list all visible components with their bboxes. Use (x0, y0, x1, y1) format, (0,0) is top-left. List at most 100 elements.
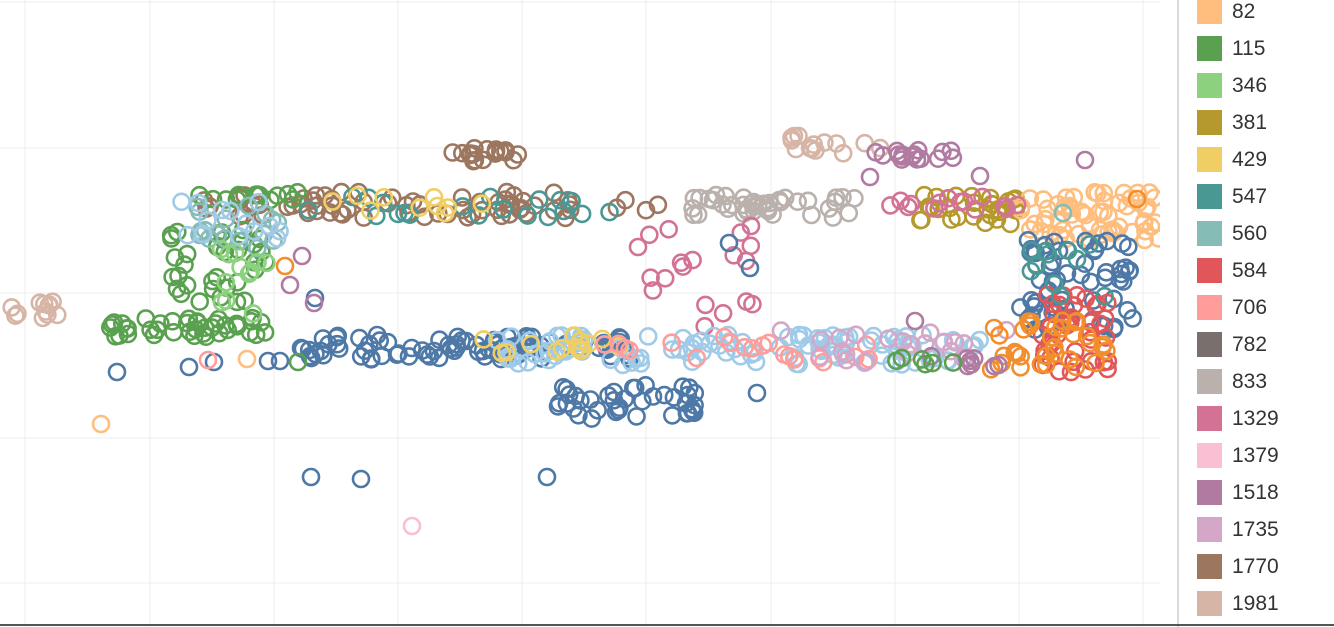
data-point (235, 291, 254, 311)
data-point (221, 201, 240, 221)
data-point (997, 199, 1016, 219)
data-point (438, 198, 458, 217)
legend-item[interactable]: 82 (1197, 0, 1255, 30)
data-point (683, 250, 702, 270)
legend-item[interactable]: 115 (1197, 30, 1265, 67)
data-point (980, 188, 1000, 208)
legend-item[interactable]: 706 (1197, 289, 1267, 326)
legend-item[interactable]: 381 (1197, 104, 1267, 141)
data-point (855, 133, 875, 153)
legend-label: 381 (1232, 110, 1268, 134)
legend-swatch (1197, 517, 1222, 542)
data-point (291, 338, 311, 358)
legend-label: 429 (1232, 147, 1268, 171)
legend-item[interactable]: 1329 (1197, 400, 1279, 437)
data-point (1053, 311, 1072, 331)
data-point (497, 342, 516, 362)
legend-item[interactable]: 584 (1197, 252, 1267, 289)
data-point (428, 196, 447, 216)
data-point (535, 344, 555, 363)
data-point (292, 246, 312, 266)
data-point (1021, 261, 1041, 281)
data-point (735, 337, 755, 357)
data-point (923, 353, 942, 373)
legend-item[interactable]: 560 (1197, 215, 1267, 252)
data-point (550, 190, 570, 210)
data-point (771, 192, 790, 212)
data-point (1086, 353, 1105, 373)
legend-swatch (1197, 0, 1222, 24)
data-point (938, 189, 958, 208)
legend-swatch (1197, 73, 1222, 98)
data-point (901, 194, 921, 214)
data-point (960, 351, 980, 371)
data-point (538, 207, 558, 227)
data-point (636, 200, 656, 220)
data-point (458, 208, 478, 227)
data-point (275, 256, 295, 276)
legend-item[interactable]: 429 (1197, 141, 1267, 178)
data-point (554, 201, 574, 221)
data-point (1036, 241, 1055, 261)
data-point (930, 193, 949, 213)
data-point (628, 237, 648, 257)
legend-item[interactable]: 1518 (1197, 474, 1279, 511)
legend-item[interactable]: 1379 (1197, 437, 1279, 474)
data-point (638, 327, 658, 346)
data-point (1058, 241, 1078, 260)
legend-item[interactable]: 547 (1197, 178, 1267, 215)
legend-item[interactable]: 1770 (1197, 548, 1279, 585)
data-point (288, 352, 308, 372)
scatter-plot (0, 0, 1160, 627)
data-point (216, 273, 236, 292)
legend-divider (1177, 0, 1179, 627)
data-point (564, 326, 584, 345)
data-point (1127, 189, 1147, 209)
data-point (319, 334, 338, 354)
data-point (1145, 188, 1160, 208)
data-point (810, 347, 830, 367)
data-point (832, 342, 852, 361)
data-point (1109, 193, 1129, 213)
legend-item[interactable]: 1981 (1197, 585, 1279, 622)
data-point (1145, 213, 1160, 232)
data-point (690, 188, 709, 208)
data-point (673, 257, 693, 276)
data-point (746, 352, 766, 372)
data-point (465, 139, 484, 158)
data-point (604, 390, 624, 410)
data-point (242, 311, 261, 331)
data-point (623, 378, 643, 398)
data-point (1088, 184, 1107, 203)
data-point (141, 320, 160, 340)
data-point (307, 201, 326, 221)
data-point (1094, 202, 1113, 222)
data-point (452, 188, 472, 207)
data-point (219, 244, 239, 264)
data-point (742, 339, 762, 358)
legend-label: 833 (1232, 369, 1268, 393)
legend-item[interactable]: 1735 (1197, 511, 1279, 548)
data-point (508, 145, 528, 164)
legend-label: 560 (1232, 221, 1268, 245)
data-point (237, 349, 257, 369)
data-point (424, 188, 444, 207)
data-point (494, 200, 513, 219)
data-point (1038, 199, 1057, 219)
legend-label: 82 (1232, 0, 1256, 23)
data-point (1081, 272, 1100, 292)
data-point (892, 348, 912, 368)
legend-item[interactable]: 782 (1197, 326, 1267, 363)
data-point (102, 315, 122, 334)
data-point (973, 187, 992, 207)
data-point (856, 352, 875, 372)
data-point (898, 197, 918, 217)
legend-label: 1981 (1232, 591, 1279, 615)
legend-item[interactable]: 833 (1197, 363, 1267, 400)
data-point (714, 327, 734, 347)
legend-item[interactable]: 346 (1197, 67, 1267, 104)
data-point (889, 145, 908, 164)
data-point (175, 255, 194, 275)
data-point (313, 329, 333, 348)
data-point (682, 399, 702, 419)
